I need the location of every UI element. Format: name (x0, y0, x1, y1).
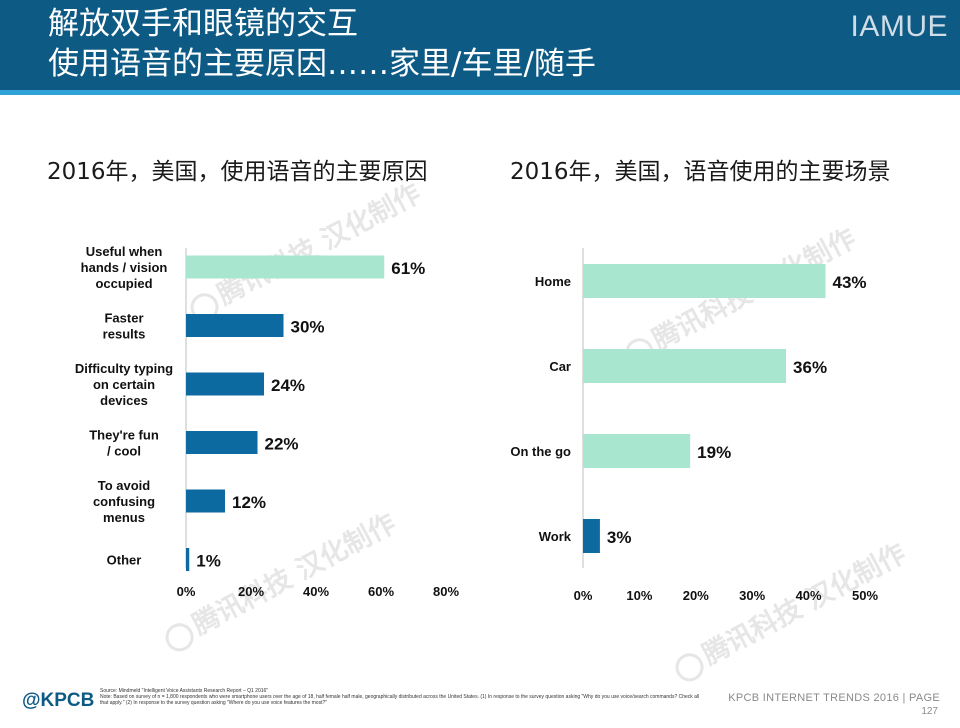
bar (583, 519, 600, 553)
kpcb-logo: @KPCB (22, 690, 95, 711)
category-label-line: menus (103, 510, 145, 525)
slide-title: 解放双手和眼镜的交互 (48, 6, 358, 42)
x-tick-label: 80% (433, 584, 459, 599)
category-label-line: hands / vision (81, 260, 168, 275)
category-label-line: Car (549, 359, 571, 374)
category-label-line: / cool (107, 444, 141, 459)
bar (186, 431, 258, 454)
x-tick-label: 0% (574, 588, 593, 603)
value-label: 19% (697, 443, 731, 462)
bar (186, 372, 264, 396)
category-label-line: Faster (104, 311, 143, 326)
x-tick-label: 40% (303, 584, 329, 599)
value-label: 12% (232, 493, 266, 512)
category-label-line: results (103, 327, 146, 342)
category-label: Useful when hands / vision occupied (81, 244, 168, 291)
source-note: Source: Mindmeld "Intelligent Voice Assi… (100, 688, 700, 706)
bar (583, 434, 691, 468)
bar (583, 264, 826, 298)
category-label: To avoid confusing menus (93, 478, 155, 525)
category-label: Faster results (103, 311, 146, 342)
source-line: Source: Mindmeld "Intelligent Voice Assi… (100, 688, 269, 694)
category-label-line: occupied (95, 276, 152, 291)
x-tick-label: 20% (683, 588, 709, 603)
category-label-line: On the go (510, 444, 571, 459)
value-label: 61% (391, 259, 425, 278)
header-accent-line (0, 90, 960, 95)
note-line: Note: Based on survey of n = 1,800 respo… (100, 694, 700, 706)
left-chart-title: 2016年，美国，使用语音的主要原因 (47, 159, 428, 185)
value-label: 30% (291, 318, 325, 337)
category-label-line: devices (100, 393, 148, 408)
value-label: 24% (271, 376, 305, 395)
category-label: Home (535, 274, 571, 289)
category-label-line: on certain (93, 377, 155, 392)
value-label: 3% (607, 528, 632, 547)
value-label: 43% (833, 273, 867, 292)
bar (186, 314, 284, 337)
category-label-line: Difficulty typing (75, 361, 173, 376)
report-label: KPCB INTERNET TRENDS 2016 | PAGE (728, 692, 940, 704)
category-label: Work (539, 529, 572, 544)
x-tick-label: 50% (852, 588, 878, 603)
reasons-bar-chart: 61% Useful when hands / vision occupied 30% F… (75, 244, 460, 599)
category-label: On the go (510, 444, 571, 459)
slide-subtitle: 使用语音的主要原因……家里/车里/随手 (48, 46, 596, 82)
category-label: Difficulty typing on certain devices (75, 361, 173, 408)
value-label: 22% (265, 435, 299, 454)
value-label: 36% (793, 358, 827, 377)
category-label-line: confusing (93, 494, 155, 509)
category-label: Car (549, 359, 571, 374)
x-tick-label: 60% (368, 584, 394, 599)
category-label-line: To avoid (98, 478, 151, 493)
bar (583, 349, 787, 383)
x-tick-label: 30% (739, 588, 765, 603)
value-label: 1% (196, 552, 221, 571)
brand-label: IAMUE (850, 10, 948, 43)
x-tick-label: 0% (177, 584, 196, 599)
category-label: Other (107, 553, 142, 568)
x-tick-label: 20% (238, 584, 264, 599)
category-label-line: Other (107, 553, 142, 568)
category-label: They're fun / cool (89, 428, 159, 459)
category-label-line: Useful when (86, 244, 163, 259)
category-label-line: Work (539, 529, 572, 544)
header-bar (0, 0, 960, 90)
bar (186, 548, 190, 571)
page-number: 127 (921, 706, 938, 717)
category-label-line: Home (535, 274, 571, 289)
right-chart-title: 2016年，美国，语音使用的主要场景 (510, 159, 891, 185)
category-label-line: They're fun (89, 428, 159, 443)
x-tick-label: 40% (796, 588, 822, 603)
usage-location-bar-chart: 43% Home 36% Car 19% On the go 3% Work 0% 10% 20% 3… (510, 248, 878, 603)
x-tick-label: 10% (626, 588, 652, 603)
bar (186, 489, 225, 513)
bar (186, 255, 385, 279)
